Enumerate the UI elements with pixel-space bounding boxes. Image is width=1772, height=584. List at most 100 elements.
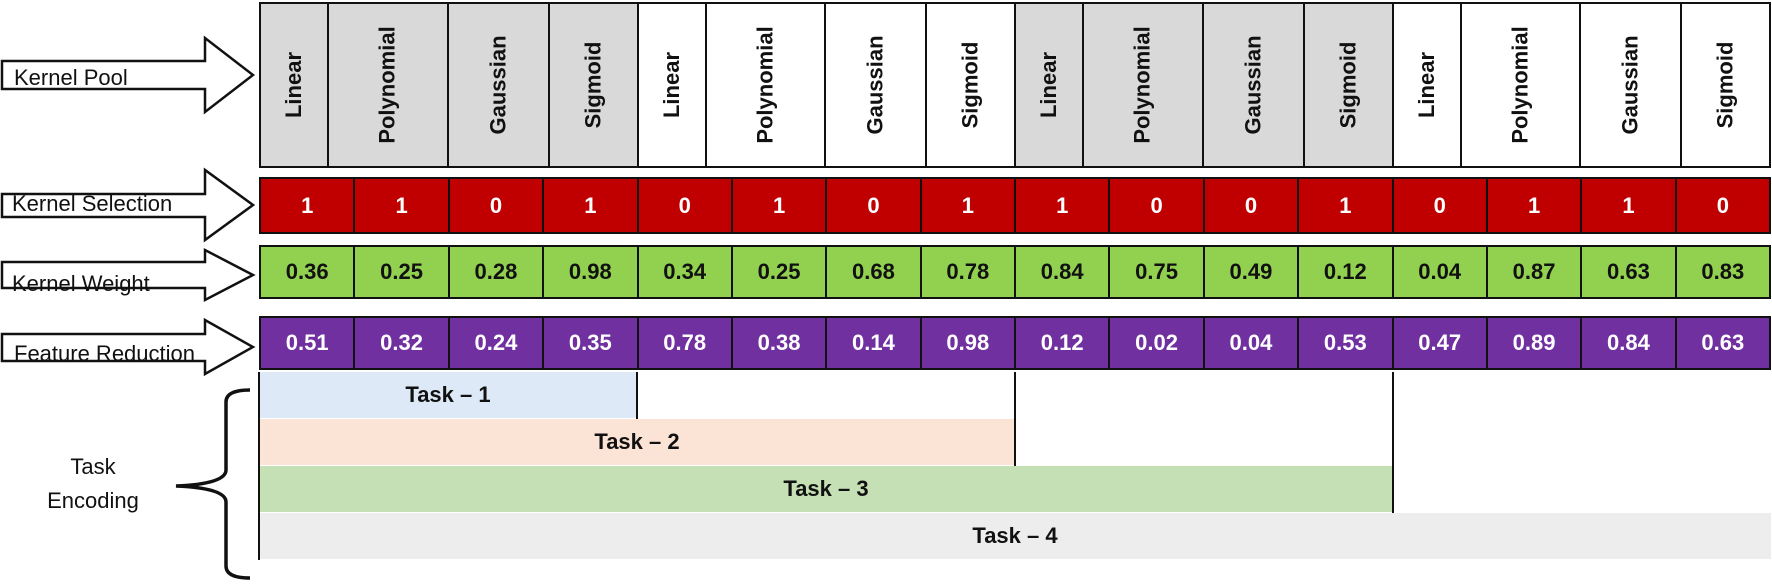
feature-reduction-value: 0.98 bbox=[946, 330, 990, 355]
kernel-selection-value: 1 bbox=[1527, 192, 1541, 218]
kernel-pool-value: Sigmoid bbox=[1712, 41, 1738, 129]
kernel-selection-row: 1 1 0 1 0 1 0 1 1 0 0 1 0 1 1 0 bbox=[259, 177, 1771, 234]
kernel-selection-value: 0 bbox=[1433, 192, 1446, 218]
kernel-weight-cell: 0.04 bbox=[1391, 245, 1488, 299]
kernel-weight-value: 0.75 bbox=[1135, 259, 1178, 284]
kernel-selection-value: 1 bbox=[395, 192, 408, 218]
kernel-pool-cell: Linear bbox=[1391, 2, 1462, 168]
kernel-weight-cell: 0.63 bbox=[1580, 245, 1677, 299]
kernel-weight-label: Kernel Weight bbox=[12, 271, 150, 296]
kernel-weight-cell: 0.83 bbox=[1674, 245, 1771, 299]
kernel-pool-cell: Gaussian bbox=[1201, 2, 1305, 168]
kernel-weight-value: 0.63 bbox=[1607, 259, 1650, 284]
task-encoding-label-line2: Encoding bbox=[47, 488, 139, 513]
kernel-pool-label: Kernel Pool bbox=[14, 65, 128, 90]
kernel-pool-value: Polynomial bbox=[374, 26, 400, 144]
feature-reduction-cell: 0.02 bbox=[1108, 316, 1205, 370]
kernel-pool-value: Sigmoid bbox=[580, 41, 606, 129]
kernel-selection-cell: 1 bbox=[730, 177, 828, 234]
kernel-selection-cell: 1 bbox=[542, 177, 639, 234]
kernel-selection-value: 1 bbox=[961, 192, 974, 218]
task-divider bbox=[1014, 372, 1016, 466]
kernel-pool-cell: Polynomial bbox=[704, 2, 827, 168]
feature-reduction-row: 0.51 0.32 0.24 0.35 0.78 0.38 0.14 0.98 0.12 0.02… bbox=[259, 316, 1771, 370]
kernel-selection-value: 1 bbox=[1622, 192, 1635, 218]
feature-reduction-cell: 0.47 bbox=[1391, 316, 1488, 370]
kernel-selection-value: 1 bbox=[772, 192, 786, 218]
kernel-selection-value: 1 bbox=[584, 192, 597, 218]
kernel-pool-cell: Polynomial bbox=[1459, 2, 1582, 168]
feature-reduction-value: 0.04 bbox=[1229, 330, 1273, 355]
feature-reduction-cell: 0.98 bbox=[919, 316, 1016, 370]
task-area-left-border bbox=[258, 372, 260, 560]
kernel-weight-row: 0.36 0.25 0.28 0.98 0.34 0.25 0.68 0.78 0.84 0.75… bbox=[259, 245, 1771, 299]
task-bar: Task – 2 bbox=[259, 419, 1015, 465]
feature-reduction-cell: 0.53 bbox=[1297, 316, 1394, 370]
kernel-weight-cell: 0.25 bbox=[730, 245, 828, 299]
task-label: Task – 1 bbox=[405, 382, 491, 407]
kernel-weight-cell: 0.68 bbox=[825, 245, 922, 299]
task-divider bbox=[1392, 372, 1394, 513]
feature-reduction-value: 0.32 bbox=[380, 330, 423, 355]
feature-reduction-cell: 0.51 bbox=[259, 316, 356, 370]
kernel-selection-cell: 1 bbox=[919, 177, 1016, 234]
kernel-selection-value: 0 bbox=[867, 192, 880, 218]
feature-reduction-value: 0.24 bbox=[474, 330, 518, 355]
kernel-pool-value: Gaussian bbox=[485, 35, 511, 135]
kernel-weight-value: 0.83 bbox=[1701, 259, 1745, 284]
feature-reduction-value: 0.47 bbox=[1418, 330, 1462, 355]
kernel-pool-value: Linear bbox=[281, 51, 307, 119]
feature-reduction-value: 0.02 bbox=[1135, 330, 1178, 355]
kernel-weight-cell: 0.28 bbox=[447, 245, 545, 299]
kernel-weight-value: 0.04 bbox=[1418, 259, 1462, 284]
kernel-selection-cell: 1 bbox=[1485, 177, 1583, 234]
kernel-weight-value: 0.78 bbox=[946, 259, 990, 284]
feature-reduction-cell: 0.78 bbox=[636, 316, 733, 370]
kernel-selection-value: 0 bbox=[1716, 192, 1729, 218]
kernel-selection-cell: 0 bbox=[1391, 177, 1488, 234]
kernel-weight-value: 0.36 bbox=[285, 259, 329, 284]
kernel-selection-cell: 0 bbox=[447, 177, 545, 234]
task-label: Task – 2 bbox=[594, 429, 680, 454]
kernel-weight-value: 0.68 bbox=[852, 259, 895, 284]
feature-reduction-value: 0.38 bbox=[757, 330, 801, 355]
task-label: Task – 4 bbox=[972, 523, 1058, 548]
kernel-selection-value: 0 bbox=[489, 192, 503, 218]
feature-reduction-cell: 0.04 bbox=[1202, 316, 1300, 370]
feature-reduction-cell: 0.89 bbox=[1485, 316, 1583, 370]
kernel-weight-value: 0.34 bbox=[663, 259, 707, 284]
kernel-weight-cell: 0.25 bbox=[353, 245, 450, 299]
feature-reduction-value: 0.78 bbox=[663, 330, 707, 355]
feature-reduction-value: 0.14 bbox=[852, 330, 895, 355]
kernel-weight-cell: 0.87 bbox=[1485, 245, 1583, 299]
kernel-weight-cell: 0.49 bbox=[1202, 245, 1300, 299]
feature-reduction-value: 0.53 bbox=[1323, 330, 1367, 355]
kernel-pool-cell: Linear bbox=[636, 2, 707, 168]
feature-reduction-value: 0.89 bbox=[1512, 330, 1556, 355]
feature-reduction-cell: 0.14 bbox=[825, 316, 922, 370]
kernel-weight-value: 0.12 bbox=[1323, 259, 1367, 284]
task-label: Task – 3 bbox=[783, 476, 869, 501]
kernel-weight-value: 0.84 bbox=[1040, 259, 1084, 284]
kernel-selection-cell: 1 bbox=[1014, 177, 1111, 234]
kernel-selection-label: Kernel Selection bbox=[12, 191, 173, 216]
kernel-pool-cell: Gaussian bbox=[1579, 2, 1683, 168]
feature-reduction-value: 0.51 bbox=[285, 330, 329, 355]
kernel-weight-cell: 0.75 bbox=[1108, 245, 1205, 299]
kernel-pool-value: Linear bbox=[658, 51, 684, 119]
kernel-pool-cell: Sigmoid bbox=[1302, 2, 1394, 168]
kernel-pool-cell: Sigmoid bbox=[547, 2, 639, 168]
kernel-weight-cell: 0.84 bbox=[1014, 245, 1111, 299]
kernel-weight-value: 0.49 bbox=[1229, 259, 1273, 284]
kernel-pool-value: Polynomial bbox=[1507, 26, 1533, 144]
feature-reduction-value: 0.84 bbox=[1607, 330, 1650, 355]
kernel-weight-value: 0.98 bbox=[568, 259, 612, 284]
kernel-pool-row: Linear Polynomial Gaussian Sigmoid Linear Pol… bbox=[259, 2, 1771, 168]
task-divider bbox=[636, 372, 638, 419]
feature-reduction-cell: 0.84 bbox=[1580, 316, 1677, 370]
kernel-selection-cell: 1 bbox=[1297, 177, 1394, 234]
feature-reduction-value: 0.35 bbox=[568, 330, 612, 355]
feature-reduction-cell: 0.12 bbox=[1014, 316, 1111, 370]
task-bar: Task – 4 bbox=[259, 513, 1771, 559]
kernel-selection-value: 0 bbox=[1150, 192, 1163, 218]
